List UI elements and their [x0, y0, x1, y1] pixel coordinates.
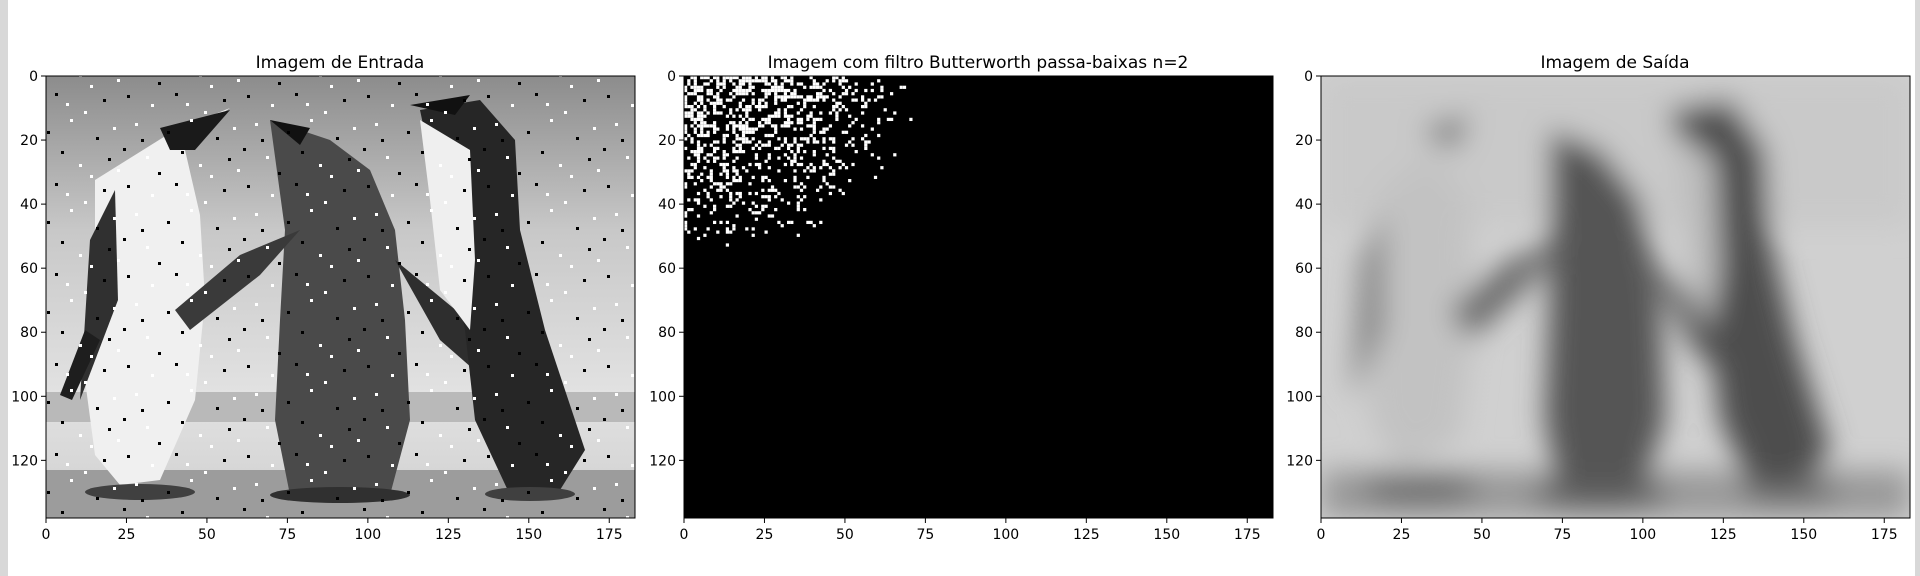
panel1-frame	[45, 75, 636, 519]
panel1-xtick-label: 0	[42, 527, 51, 543]
panel1-xtick-label: 175	[596, 527, 623, 543]
panel3-xtick-label: 0	[1317, 527, 1326, 543]
panel1-ytick-label: 20	[20, 133, 38, 149]
panel2-xtick-label: 0	[680, 527, 689, 543]
panel3-ytick-label: 100	[1286, 389, 1313, 405]
panel1-ytick-label: 60	[20, 261, 38, 277]
panel1-xtick-label: 75	[278, 527, 296, 543]
panel2-frame	[683, 75, 1274, 519]
window-edge-right	[1915, 0, 1920, 576]
panel3-xtick-label: 50	[1473, 527, 1491, 543]
panel3-ytick-label: 60	[1295, 261, 1313, 277]
panel2-xtick-label: 175	[1234, 527, 1261, 543]
panel3-title: Imagem de Saída	[1541, 53, 1690, 73]
panel3-xtick-label: 25	[1393, 527, 1411, 543]
panel2-ytick-label: 20	[658, 133, 676, 149]
panel3-ytick-label: 20	[1295, 133, 1313, 149]
panel2-ytick-label: 40	[658, 197, 676, 213]
panel1-ytick-label: 40	[20, 197, 38, 213]
panel1-xtick-label: 25	[118, 527, 136, 543]
panel1-ytick-label: 80	[20, 325, 38, 341]
panel2-xtick-label: 150	[1153, 527, 1180, 543]
panel3-image	[1321, 76, 1910, 518]
panel3-xtick-label: 100	[1629, 527, 1656, 543]
panel2-xtick-label: 100	[992, 527, 1019, 543]
panel3-xtick-label: 175	[1871, 527, 1898, 543]
panel2-ytick-label: 60	[658, 261, 676, 277]
panel2-title: Imagem com filtro Butterworth passa-baix…	[768, 53, 1189, 73]
panel3-ytick-label: 0	[1304, 69, 1313, 85]
panel2-ytick-label: 100	[649, 389, 676, 405]
panel1-ytick-label: 100	[11, 389, 38, 405]
panel3-xtick-label: 75	[1553, 527, 1571, 543]
panel3-ytick-label: 80	[1295, 325, 1313, 341]
panel2-xtick-label: 25	[756, 527, 774, 543]
panel1-xtick-label: 100	[354, 527, 381, 543]
panel2-xtick-label: 75	[916, 527, 934, 543]
panel1-ytick-label: 120	[11, 453, 38, 469]
panel1-xtick-label: 50	[198, 527, 216, 543]
panel2-image	[684, 76, 1273, 518]
panel2-ytick-label: 0	[667, 69, 676, 85]
panel1-ytick-label: 0	[29, 69, 38, 85]
panel2-xtick-label: 50	[836, 527, 854, 543]
panel3-frame	[1320, 75, 1911, 519]
panel2-xtick-label: 125	[1073, 527, 1100, 543]
panel1-image	[46, 76, 635, 518]
panel3-ytick-label: 40	[1295, 197, 1313, 213]
window-edge-left	[0, 0, 8, 576]
panel1-title: Imagem de Entrada	[256, 53, 425, 73]
panel1-xtick-label: 150	[515, 527, 542, 543]
panel3-xtick-label: 125	[1710, 527, 1737, 543]
panel2-ytick-label: 80	[658, 325, 676, 341]
panel3-xtick-label: 150	[1790, 527, 1817, 543]
panel2-ytick-label: 120	[649, 453, 676, 469]
panel1-xtick-label: 125	[435, 527, 462, 543]
panel3-ytick-label: 120	[1286, 453, 1313, 469]
